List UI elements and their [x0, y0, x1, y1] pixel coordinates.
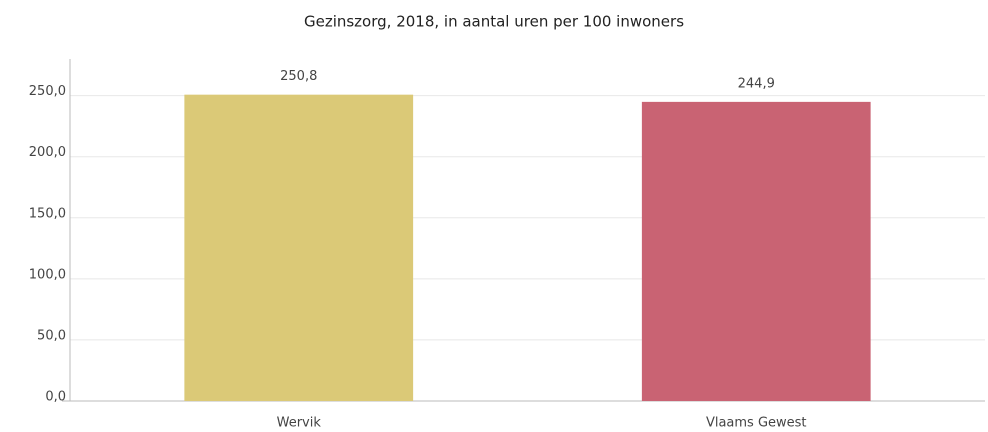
y-tick-label: 50,0	[37, 328, 66, 343]
y-tick-label: 200,0	[29, 145, 66, 160]
y-tick-label: 250,0	[29, 84, 66, 99]
x-tick-label: Vlaams Gewest	[706, 416, 807, 431]
y-tick-label: 150,0	[29, 206, 66, 221]
data-label: 250,8	[280, 69, 317, 84]
data-label: 244,9	[738, 76, 775, 91]
bar	[641, 101, 871, 402]
y-tick-label: 0,0	[45, 390, 66, 405]
x-tick-label: Wervik	[277, 416, 322, 431]
bar	[184, 94, 414, 401]
y-tick-label: 100,0	[29, 267, 66, 282]
chart-title: Gezinszorg, 2018, in aantal uren per 100…	[304, 13, 684, 31]
